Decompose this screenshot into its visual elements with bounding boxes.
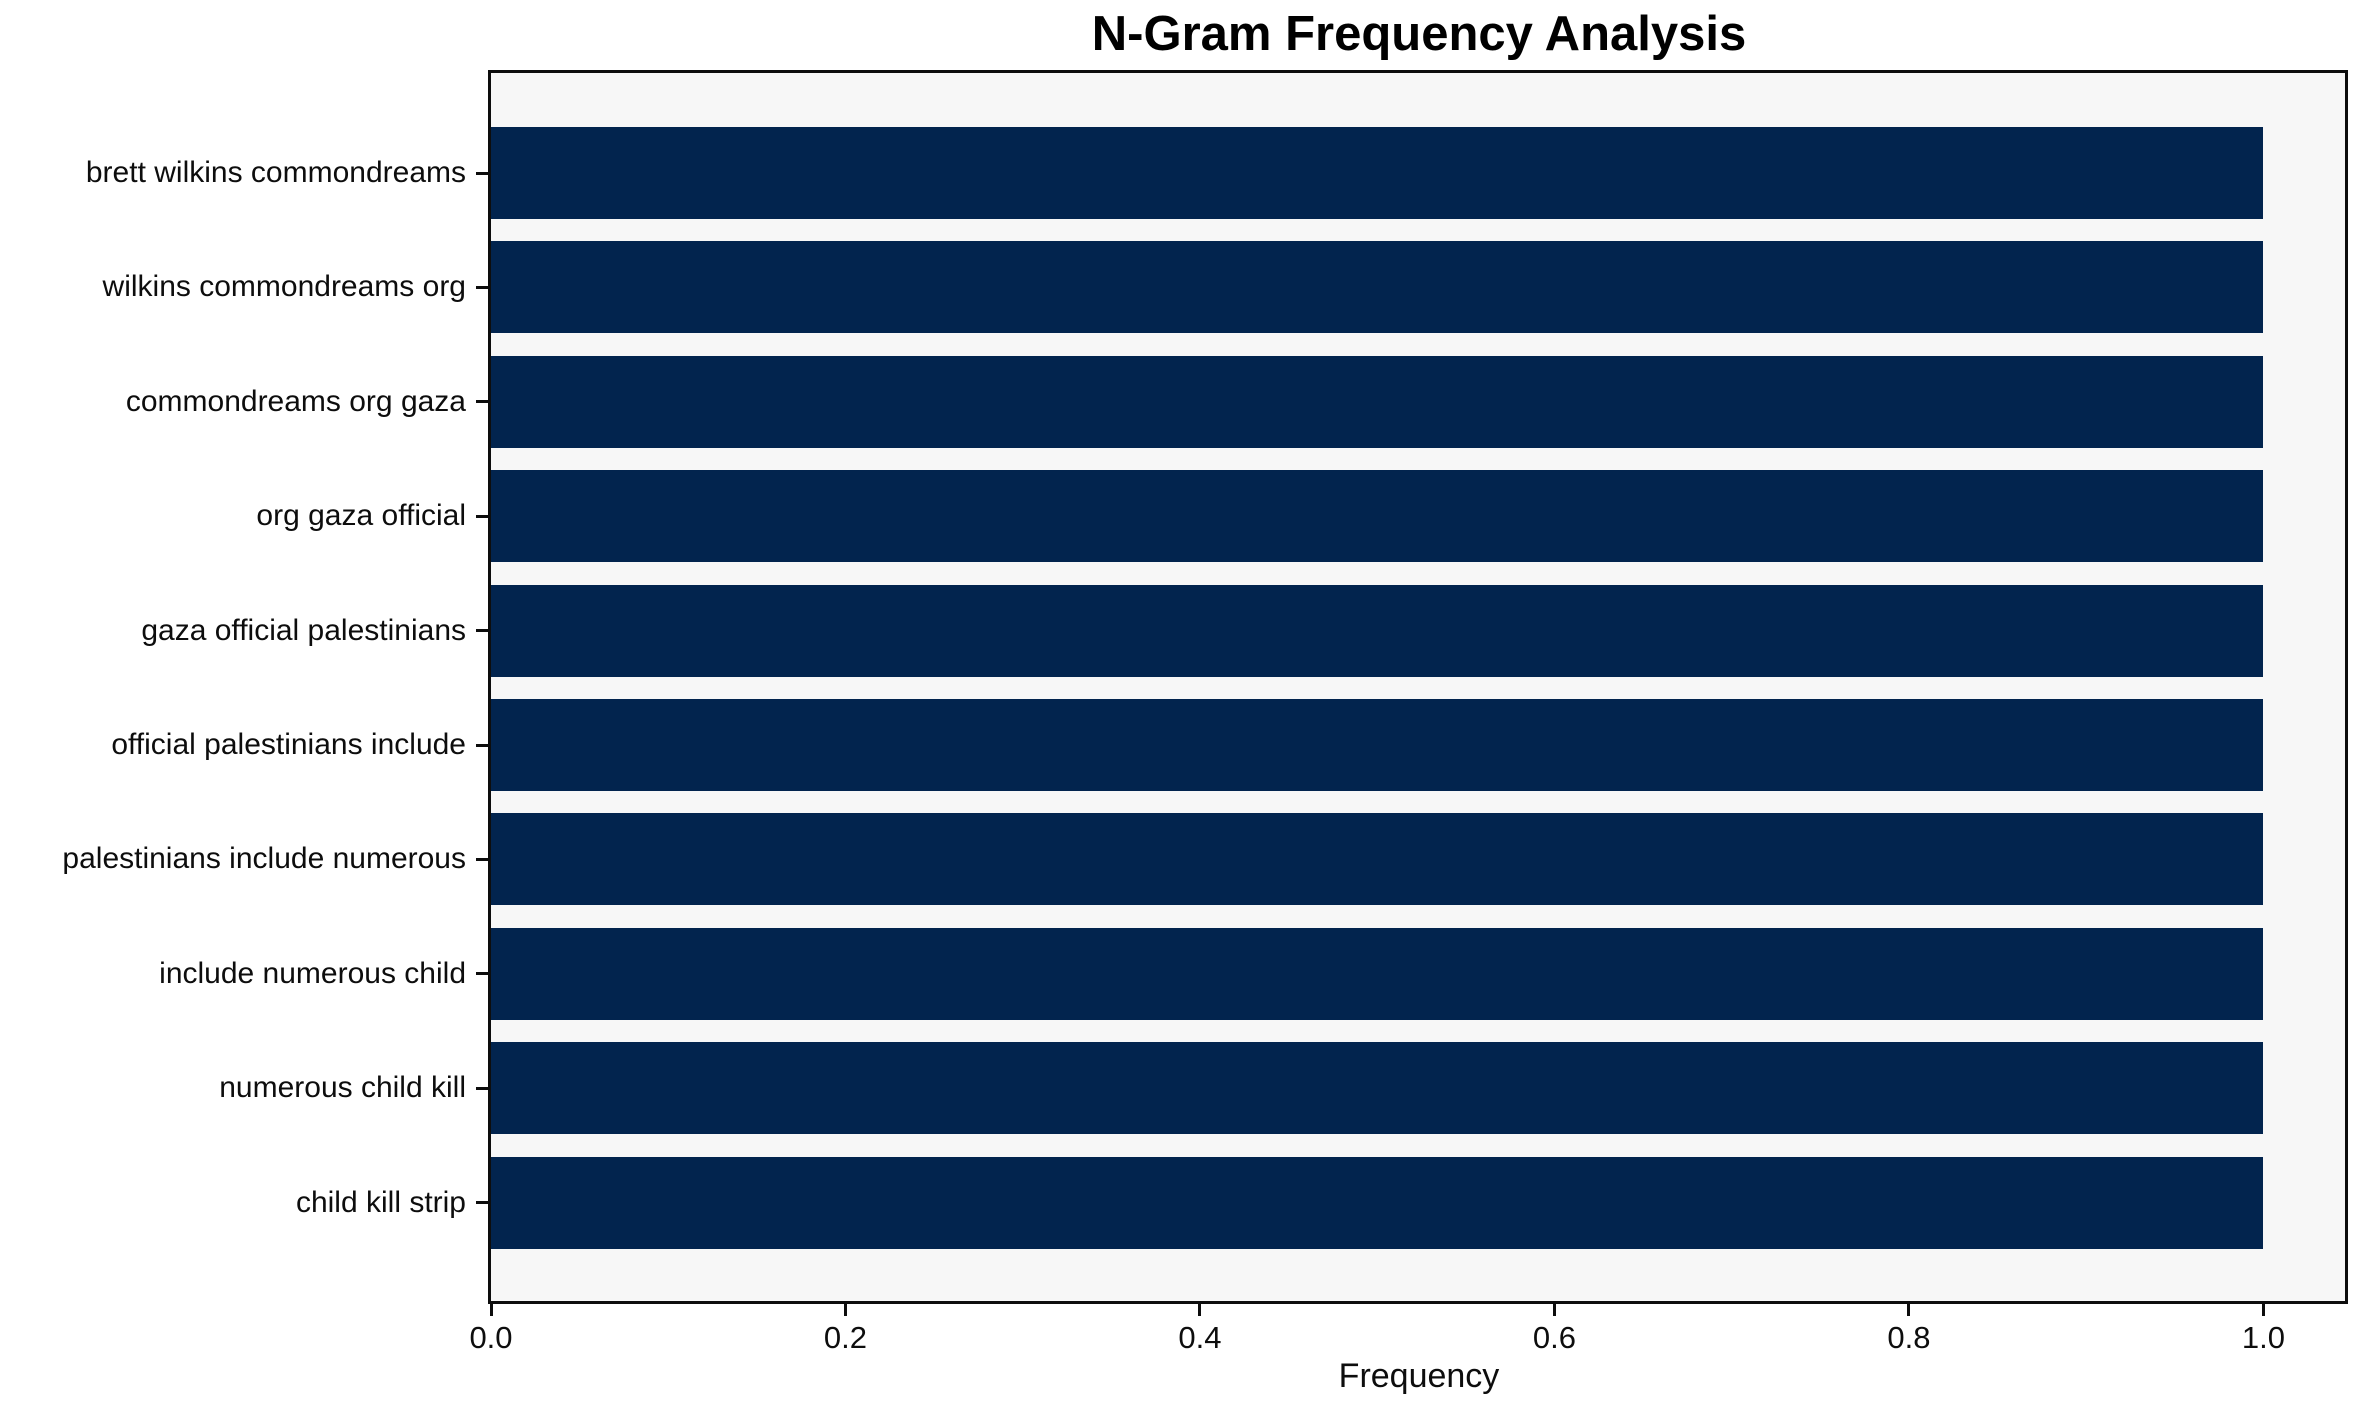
- x-tick-label: 0.8: [1887, 1320, 1931, 1355]
- bar: [491, 470, 2264, 563]
- y-tick-label: wilkins commondreams org: [102, 270, 466, 304]
- plot-area: [488, 70, 2348, 1304]
- bar: [491, 127, 2264, 219]
- y-tick-mark: [476, 514, 488, 518]
- x-tick-label: 0.0: [469, 1320, 513, 1355]
- x-tick-mark: [1198, 1304, 1202, 1316]
- bars-group: [491, 73, 2345, 1301]
- bar: [491, 813, 2264, 906]
- x-tick-mark: [1552, 1304, 1556, 1316]
- y-tick-mark: [476, 972, 488, 976]
- y-tick-label: commondreams org gaza: [125, 384, 466, 418]
- y-tick-label: official palestinians include: [111, 728, 466, 761]
- y-tick-label: child kill strip: [295, 1185, 466, 1219]
- y-tick-label: include numerous child: [159, 956, 466, 990]
- y-tick-mark: [476, 629, 488, 633]
- bar: [491, 1042, 2264, 1135]
- y-tick-mark: [476, 1086, 488, 1090]
- bar: [491, 355, 2264, 448]
- y-tick-mark: [476, 743, 488, 747]
- bar: [491, 1156, 2264, 1249]
- y-tick-label: brett wilkins commondreams: [85, 156, 466, 189]
- y-tick-mark: [476, 400, 488, 404]
- x-tick-mark: [843, 1304, 847, 1316]
- bar: [491, 584, 2264, 677]
- y-axis: brett wilkins commondreams wilkins common…: [0, 73, 476, 1301]
- y-tick-label: palestinians include numerous: [62, 842, 466, 876]
- y-tick-label: gaza official palestinians: [141, 613, 466, 647]
- x-tick-mark: [2261, 1304, 2265, 1316]
- y-tick-mark: [476, 285, 488, 289]
- x-tick-label: 0.6: [1532, 1320, 1577, 1355]
- bar: [491, 699, 2264, 791]
- y-tick-mark: [476, 1201, 488, 1205]
- x-tick-label: 0.4: [1178, 1320, 1222, 1355]
- x-tick-label: 1.0: [2241, 1320, 2286, 1355]
- chart-title: N-Gram Frequency Analysis: [1091, 7, 1747, 61]
- y-tick-label: org gaza official: [256, 499, 466, 533]
- y-tick-label: numerous child kill: [219, 1071, 466, 1105]
- y-tick-mark: [476, 857, 488, 861]
- x-tick-mark: [489, 1304, 493, 1316]
- x-tick-label: 0.2: [823, 1320, 868, 1355]
- bar: [491, 927, 2264, 1020]
- x-axis-label: Frequency: [1338, 1357, 1500, 1395]
- y-tick-mark: [476, 171, 488, 175]
- bar: [491, 241, 2264, 334]
- x-tick-mark: [1907, 1304, 1911, 1316]
